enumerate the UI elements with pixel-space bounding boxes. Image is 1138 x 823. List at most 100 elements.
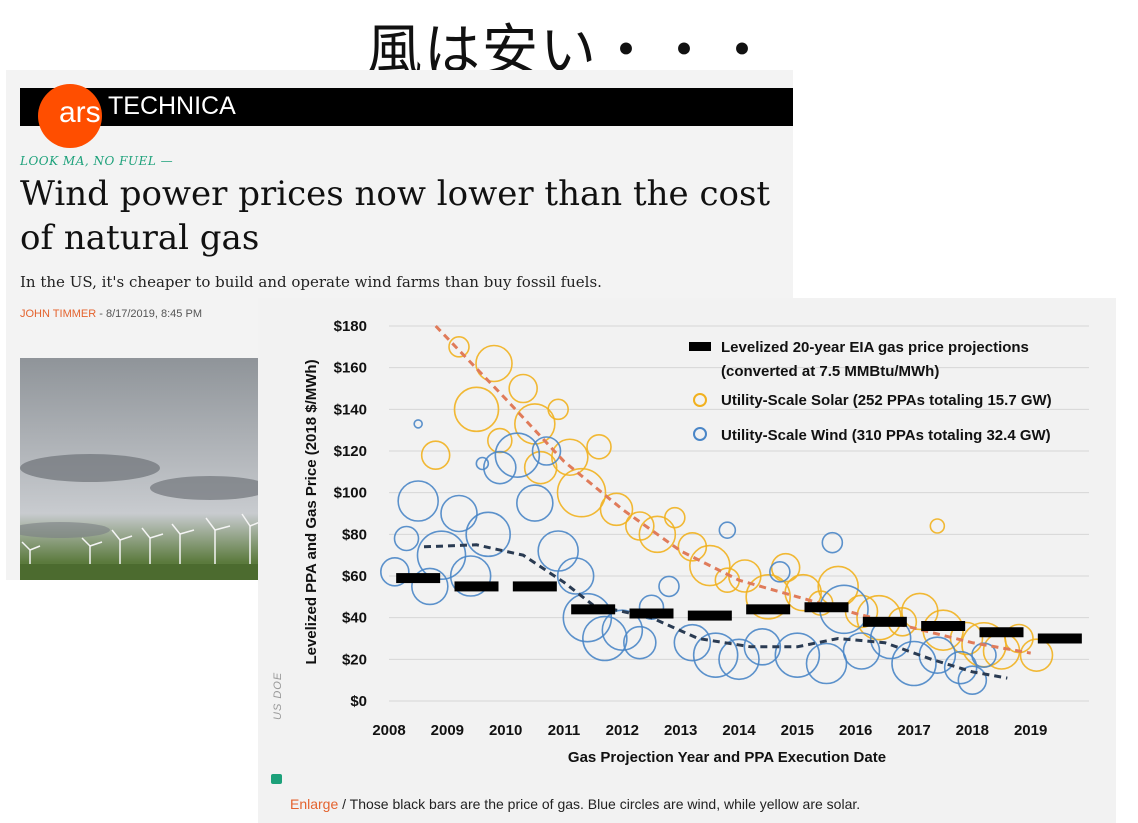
x-tick-label: 2012 xyxy=(606,722,639,739)
x-axis-label: Gas Projection Year and PPA Execution Da… xyxy=(568,749,886,766)
x-tick-label: 2014 xyxy=(722,722,756,739)
gas-price-bar xyxy=(746,604,791,615)
wind-trend-line xyxy=(423,543,1008,680)
y-tick-label: $140 xyxy=(334,401,367,418)
solar-trend-line xyxy=(434,324,1031,655)
x-tick-label: 2008 xyxy=(372,722,405,739)
y-tick-label: $60 xyxy=(342,568,367,585)
author-link[interactable]: JOHN TIMMER xyxy=(20,308,97,320)
gas-price-bar xyxy=(862,616,907,627)
legend-solar-label: Utility-Scale Solar (252 PPAs totaling 1… xyxy=(721,392,1052,409)
y-tick-label: $120 xyxy=(334,443,367,460)
turbines-drawing xyxy=(20,454,260,580)
solar-point xyxy=(547,398,569,421)
x-tick-labels: 2008 2009 2010 2011 2012 2013 2014 2015 2016 2017… xyxy=(372,722,1047,739)
wind-point xyxy=(623,625,657,660)
wind-point xyxy=(718,521,737,539)
gas-bars xyxy=(396,573,1082,644)
x-tick-label: 2013 xyxy=(664,722,697,739)
x-tick-label: 2011 xyxy=(548,722,581,739)
logo-ars-text: ars xyxy=(59,96,101,129)
x-tick-label: 2019 xyxy=(1014,722,1047,739)
y-tick-label: $180 xyxy=(334,318,367,335)
gas-price-bar xyxy=(512,581,557,592)
y-tick-label: $80 xyxy=(342,526,367,543)
gas-price-bar xyxy=(804,602,849,613)
site-masthead[interactable]: ars TECHNICA xyxy=(20,84,793,148)
wind-point xyxy=(943,650,978,685)
article-kicker: LOOK MA, NO FUEL — xyxy=(20,154,174,168)
chart-grid xyxy=(389,325,1089,702)
wind-point xyxy=(774,632,821,678)
wind-point xyxy=(957,665,988,695)
legend-gas-swatch xyxy=(689,342,711,351)
trend-lines xyxy=(423,324,1031,680)
wind-point xyxy=(411,567,449,606)
logo-technica-text: TECHNICA xyxy=(108,92,236,120)
wind-point xyxy=(769,561,791,583)
y-tick-labels: $0 $20 $40 $60 $80 $100 $120 $140 $160 $180 xyxy=(334,318,367,710)
ars-logo[interactable]: ars xyxy=(38,84,102,148)
figure-caption: Enlarge / Those black bars are the price… xyxy=(290,796,860,812)
enlarge-link[interactable]: Enlarge xyxy=(290,796,339,812)
solar-point xyxy=(770,552,801,583)
wind-point xyxy=(743,628,782,666)
wind-point xyxy=(483,450,517,485)
x-tick-label: 2009 xyxy=(431,722,464,739)
wind-point xyxy=(413,419,423,429)
solar-point xyxy=(689,544,731,587)
wind-point xyxy=(692,632,739,678)
article-headline: Wind power prices now lower than the cos… xyxy=(20,174,771,258)
solar-point xyxy=(420,440,451,470)
wind-point xyxy=(475,456,490,471)
solar-point xyxy=(556,467,607,518)
wind-point xyxy=(440,494,478,533)
solar-point xyxy=(487,427,513,454)
gas-price-bar xyxy=(921,621,966,631)
gas-price-bar xyxy=(629,608,674,619)
wind-point xyxy=(673,623,712,662)
wind-point xyxy=(397,480,439,522)
wind-point xyxy=(601,609,644,651)
wind-turbines-photo xyxy=(20,358,260,580)
x-tick-label: 2018 xyxy=(956,722,989,739)
solar-point xyxy=(586,434,612,460)
wind-point xyxy=(380,557,410,587)
wind-point xyxy=(582,615,628,662)
wind-points xyxy=(380,419,997,695)
solar-point xyxy=(599,492,634,527)
solar-point xyxy=(638,515,677,554)
gas-price-bar xyxy=(1037,633,1082,644)
solar-point xyxy=(523,450,558,485)
wind-point xyxy=(393,525,420,552)
wind-point xyxy=(465,511,511,558)
legend-wind-swatch xyxy=(693,427,707,441)
x-tick-label: 2015 xyxy=(781,722,814,739)
wind-point xyxy=(556,557,595,595)
x-tick-label: 2017 xyxy=(897,722,930,739)
solar-point xyxy=(508,373,538,404)
wind-point xyxy=(821,531,844,554)
wind-point xyxy=(718,638,760,681)
gas-price-bar xyxy=(687,610,732,621)
caption-text: / Those black bars are the price of gas.… xyxy=(338,796,861,812)
wind-point xyxy=(842,632,881,670)
chart-legend: Levelized 20-year EIA gas price projecti… xyxy=(689,339,1052,444)
publish-date: - 8/17/2019, 8:45 PM xyxy=(96,308,202,320)
article-subhead: In the US, it's cheaper to build and ope… xyxy=(20,273,602,291)
wind-point xyxy=(531,436,562,466)
solar-point xyxy=(551,438,589,477)
legend-wind-label: Utility-Scale Wind (310 PPAs totaling 32… xyxy=(721,427,1051,444)
solar-point xyxy=(664,506,686,529)
y-tick-label: $0 xyxy=(350,693,367,710)
photo-credit: US DOE xyxy=(272,671,284,720)
wind-point xyxy=(805,642,848,685)
camera-icon xyxy=(271,774,282,784)
y-tick-label: $20 xyxy=(342,651,367,668)
solar-point xyxy=(475,344,513,383)
wind-point xyxy=(891,640,937,687)
solar-point xyxy=(1019,638,1054,672)
solar-point xyxy=(453,386,500,433)
y-tick-label: $100 xyxy=(334,485,367,502)
